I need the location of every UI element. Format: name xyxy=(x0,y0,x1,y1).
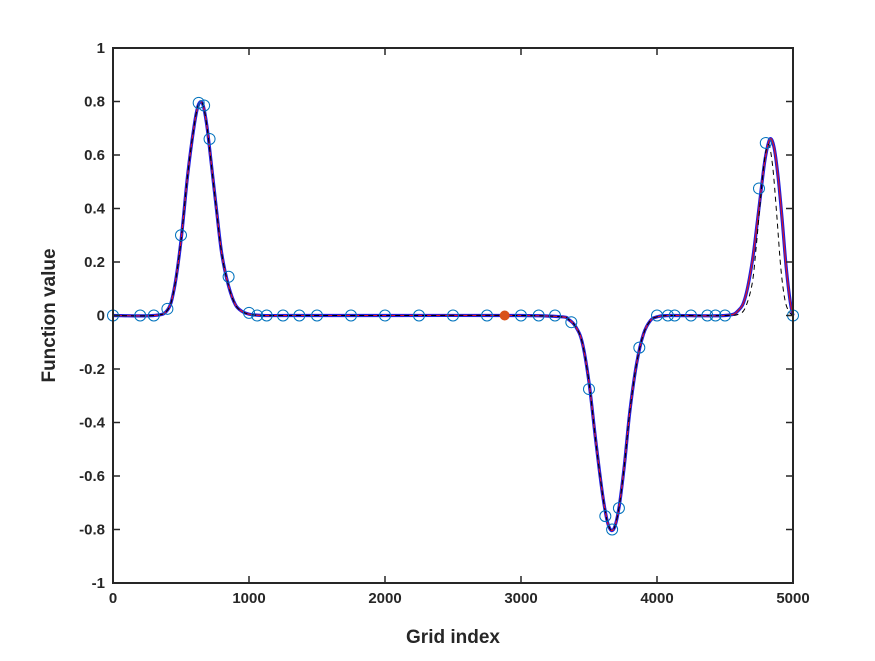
x-tick-label: 2000 xyxy=(368,590,401,607)
y-tick-label: -0.2 xyxy=(79,361,105,378)
x-axis-title: Grid index xyxy=(406,627,500,648)
data-point xyxy=(260,309,273,322)
x-axis: 0 1000 2000 3000 4000 5000 xyxy=(109,48,810,607)
y-tick-label: 1 xyxy=(97,40,105,57)
data-point xyxy=(612,502,625,515)
data-point xyxy=(203,132,216,145)
data-point xyxy=(583,383,595,396)
x-tick-label: 5000 xyxy=(776,590,809,607)
y-tick-label: -0.4 xyxy=(79,415,106,432)
data-point xyxy=(379,309,391,322)
data-point xyxy=(549,309,561,322)
y-axis: -1 -0.8 -0.6 -0.4 -0.2 0 0.2 0.4 0.6 0.8 1 xyxy=(79,40,793,592)
data-point xyxy=(753,182,765,195)
data-point xyxy=(606,523,619,536)
x-tick-label: 3000 xyxy=(504,590,537,607)
x-tick-label: 4000 xyxy=(640,590,673,607)
highlight-point xyxy=(499,310,510,321)
data-point xyxy=(701,309,714,322)
marker-layer xyxy=(107,96,799,536)
data-point xyxy=(481,309,493,322)
y-tick-label: 0.6 xyxy=(84,147,105,164)
data-point xyxy=(515,309,527,322)
data-point xyxy=(134,309,147,322)
data-point xyxy=(633,341,646,354)
data-point xyxy=(685,309,697,322)
data-point xyxy=(243,306,255,319)
data-point xyxy=(251,309,264,322)
data-point xyxy=(198,99,211,112)
data-point xyxy=(147,309,160,322)
data-point xyxy=(668,309,681,322)
data-point xyxy=(192,96,205,109)
y-tick-label: -0.6 xyxy=(79,468,105,485)
data-point xyxy=(293,309,306,322)
series-line-dashed xyxy=(112,101,794,532)
data-point xyxy=(599,510,612,523)
data-point xyxy=(161,302,174,315)
y-tick-label: 0.2 xyxy=(84,254,105,271)
data-point xyxy=(661,309,674,322)
y-tick-label: 0.8 xyxy=(84,94,105,111)
y-axis-title: Function value xyxy=(39,248,60,382)
data-point xyxy=(532,309,545,322)
x-tick-label: 0 xyxy=(109,590,117,607)
data-point xyxy=(413,309,425,322)
data-point xyxy=(311,309,323,322)
data-point xyxy=(709,309,722,322)
data-point xyxy=(759,136,772,149)
data-point xyxy=(277,309,289,322)
data-point xyxy=(345,309,357,322)
data-point xyxy=(719,309,731,322)
data-point xyxy=(565,316,578,329)
y-tick-label: 0 xyxy=(97,308,105,325)
series-layer xyxy=(112,100,795,533)
x-tick-label: 1000 xyxy=(232,590,265,607)
data-point xyxy=(175,229,187,242)
y-tick-label: 0.4 xyxy=(84,201,106,218)
data-point xyxy=(222,270,235,283)
y-tick-label: -0.8 xyxy=(79,522,105,539)
data-point xyxy=(447,309,459,322)
y-tick-label: -1 xyxy=(92,575,105,592)
